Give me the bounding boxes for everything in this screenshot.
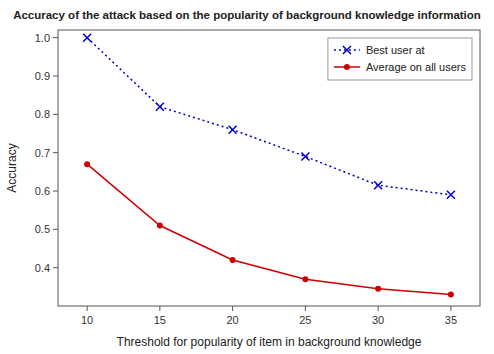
legend-marker (343, 46, 351, 54)
tick-label: 0.7 (35, 147, 50, 159)
point-marker (447, 191, 455, 199)
x-axis: 10 15 20 25 30 35 (81, 306, 457, 326)
point-marker (84, 161, 90, 167)
chart-title: Accuracy of the attack based on the popu… (13, 9, 481, 21)
legend: Best user at Average on all users (328, 38, 472, 80)
point-marker (448, 292, 454, 298)
tick-mark (53, 267, 58, 268)
tick-label: 10 (81, 314, 93, 326)
tick-mark (450, 306, 451, 311)
tick-label: 0.5 (35, 223, 50, 235)
tick-label: 20 (226, 314, 238, 326)
tick-mark (232, 306, 233, 311)
point-marker (229, 126, 237, 134)
tick-mark (53, 114, 58, 115)
point-marker (156, 103, 164, 111)
legend-box (328, 38, 472, 80)
point-marker (374, 181, 382, 189)
tick-mark (53, 76, 58, 77)
tick-mark (159, 306, 160, 311)
chart: 0.4 0.5 0.6 0.7 0.8 0.9 1.0 10 15 20 25 30 35 Thresho… (0, 0, 494, 354)
tick-mark (378, 306, 379, 311)
tick-label: 1.0 (35, 32, 50, 44)
tick-label: 35 (445, 314, 457, 326)
point-marker (230, 257, 236, 263)
point-marker (375, 286, 381, 292)
tick-mark (53, 37, 58, 38)
legend-label: Best user at (366, 44, 425, 56)
series-line (87, 164, 451, 294)
series (84, 161, 454, 297)
point-marker (157, 223, 163, 229)
plot-frame (58, 30, 480, 306)
point-marker (83, 34, 91, 42)
legend-marker (344, 64, 350, 70)
tick-label: 25 (299, 314, 311, 326)
plot-area (58, 30, 480, 306)
y-axis-label: Accuracy (5, 143, 19, 192)
tick-mark (53, 152, 58, 153)
tick-label: 15 (154, 314, 166, 326)
tick-label: 30 (372, 314, 384, 326)
tick-mark (53, 229, 58, 230)
point-marker (301, 153, 309, 161)
tick-label: 0.4 (35, 262, 50, 274)
y-axis: 0.4 0.5 0.6 0.7 0.8 0.9 1.0 (35, 32, 58, 274)
tick-mark (87, 306, 88, 311)
tick-mark (305, 306, 306, 311)
tick-label: 0.6 (35, 185, 50, 197)
tick-mark (53, 191, 58, 192)
legend-label: Average on all users (366, 61, 467, 73)
tick-label: 0.8 (35, 108, 50, 120)
point-marker (302, 276, 308, 282)
tick-label: 0.9 (35, 70, 50, 82)
x-axis-label: Threshold for popularity of item in back… (117, 335, 422, 349)
